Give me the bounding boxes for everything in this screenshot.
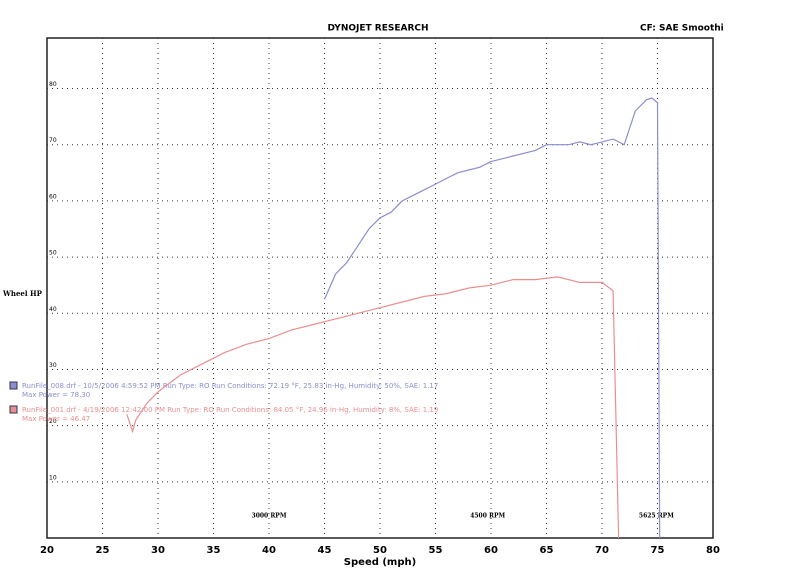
y-tick-label: 50 bbox=[49, 250, 57, 257]
legend-swatch bbox=[9, 381, 18, 390]
x-tick-label: 30 bbox=[151, 545, 165, 556]
legend-label: RunFile_008.drf - 10/5/2006 4:59:52 PM R… bbox=[22, 382, 438, 390]
x-axis-label: Speed (mph) bbox=[344, 557, 416, 568]
x-tick-label: 45 bbox=[318, 545, 332, 556]
rpm-annotation: 4500 RPM bbox=[470, 513, 505, 520]
x-tick-label: 55 bbox=[429, 545, 443, 556]
y-tick-label: 20 bbox=[49, 418, 57, 425]
x-tick-label: 35 bbox=[207, 545, 221, 556]
legend-swatch bbox=[9, 405, 18, 414]
legend-note: Max Power = 78.30 bbox=[22, 391, 90, 399]
y-tick-label: 60 bbox=[49, 193, 57, 200]
legend-label: RunFile_001.drf - 4/19/2006 12:42:00 PM … bbox=[22, 406, 438, 414]
chart-title: DYNOJET RESEARCH bbox=[327, 24, 428, 34]
x-tick-label: 65 bbox=[540, 545, 554, 556]
x-tick-label: 60 bbox=[484, 545, 498, 556]
rpm-annotation: 3000 RPM bbox=[252, 513, 287, 520]
rpm-annotation: 5625 RPM bbox=[639, 513, 674, 520]
chart-subtitle: CF: SAE Smoothi bbox=[640, 24, 724, 34]
x-tick-label: 25 bbox=[96, 545, 110, 556]
y-tick-label: 70 bbox=[49, 137, 57, 144]
x-tick-label: 40 bbox=[262, 545, 276, 556]
y-axis-label: Wheel HP bbox=[2, 289, 43, 298]
x-tick-label: 80 bbox=[706, 545, 720, 556]
x-tick-label: 75 bbox=[651, 545, 665, 556]
y-tick-label: 40 bbox=[49, 306, 57, 313]
y-tick-label: 30 bbox=[49, 362, 57, 369]
x-tick-label: 70 bbox=[595, 545, 609, 556]
legend-note: Max Power = 46.47 bbox=[22, 415, 90, 423]
x-tick-label: 20 bbox=[40, 545, 54, 556]
series-line bbox=[126, 276, 620, 539]
y-tick-label: 80 bbox=[49, 81, 57, 88]
y-tick-label: 10 bbox=[49, 474, 57, 481]
x-tick-label: 50 bbox=[373, 545, 387, 556]
series-line bbox=[323, 97, 661, 539]
